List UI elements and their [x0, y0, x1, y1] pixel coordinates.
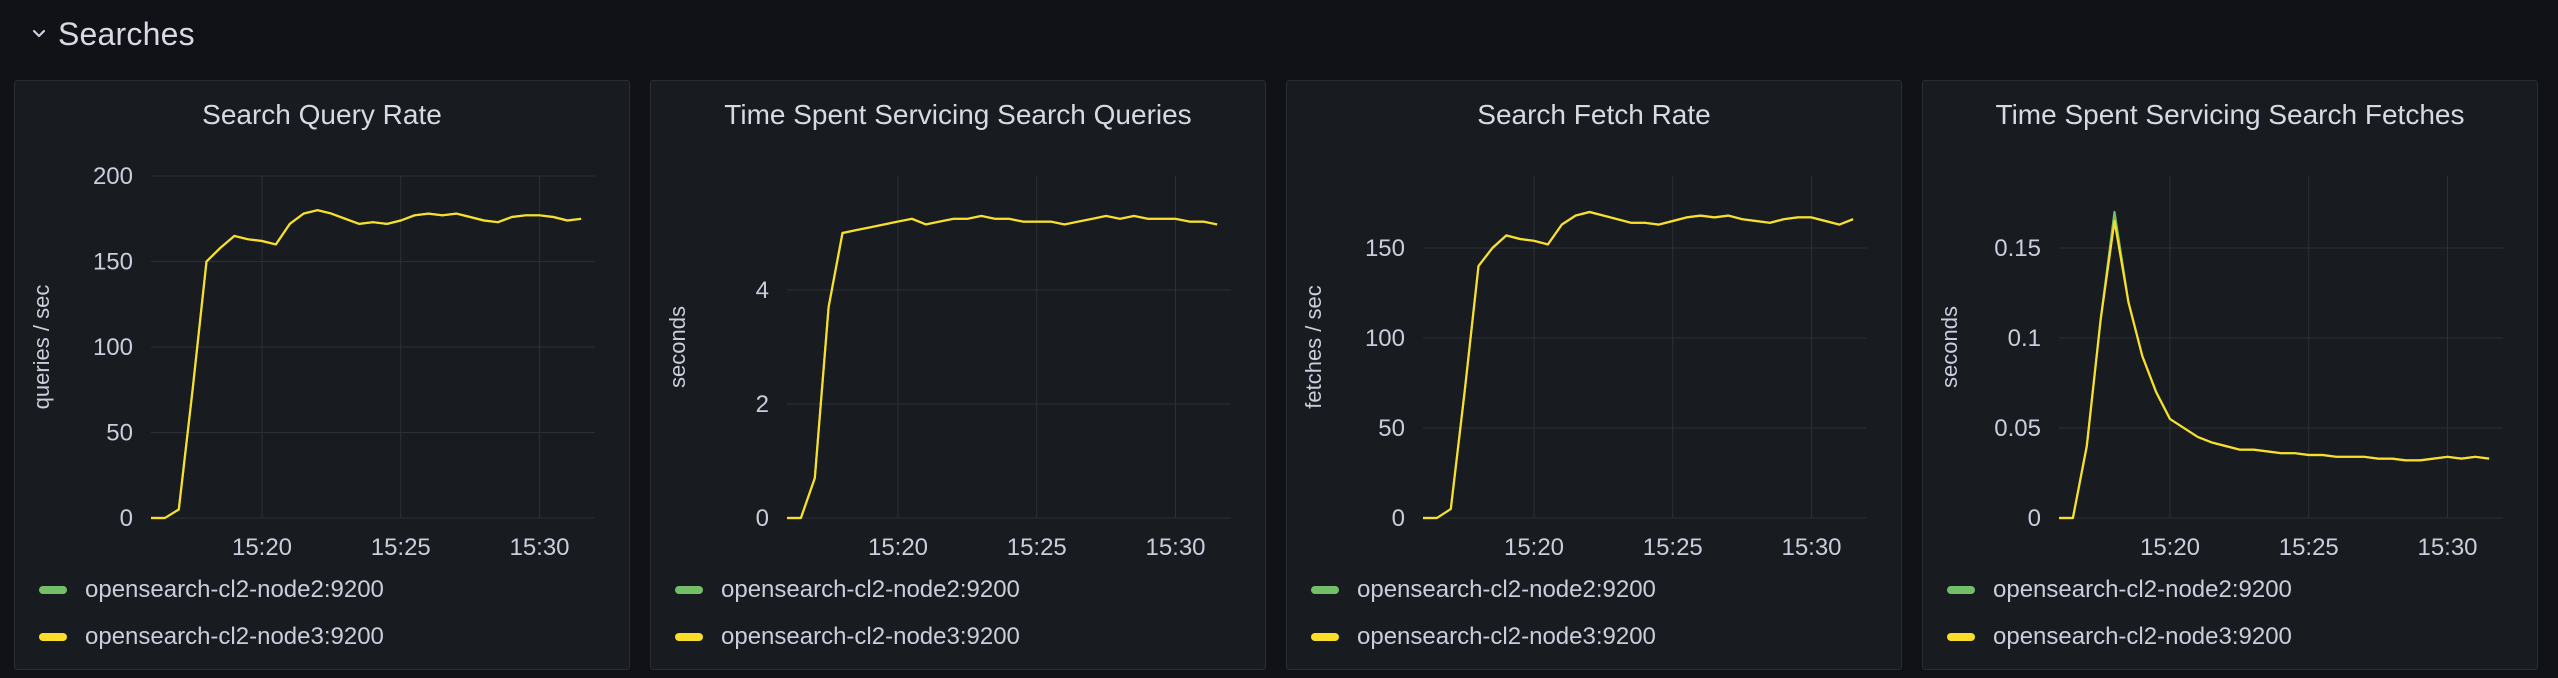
panel-title: Search Query Rate: [202, 99, 442, 130]
y-axis-label: fetches / sec: [1301, 285, 1326, 409]
panel-time-spent-search-queries[interactable]: Time Spent Servicing Search Queries 0 2 4 1…: [650, 80, 1266, 670]
y-tick-label: 100: [93, 334, 133, 361]
legend-label: opensearch-cl2-node2:9200: [1993, 575, 2292, 603]
y-axis-label: queries / sec: [29, 285, 54, 410]
series-line-node2: [151, 209, 582, 520]
x-tick-label: 15:20: [232, 534, 292, 561]
searches-row-header[interactable]: Searches: [30, 14, 195, 54]
row-title: Searches: [58, 15, 195, 52]
series-line-node3: [151, 209, 582, 520]
legend-item-node3[interactable]: opensearch-cl2-node3:9200: [675, 613, 1020, 660]
legend: opensearch-cl2-node2:9200 opensearch-cl2…: [675, 566, 1020, 660]
series-line-node2: [2059, 210, 2490, 520]
y-axis-label: seconds: [1937, 306, 1962, 388]
y-tick-label: 0: [756, 505, 769, 532]
x-tick-label: 15:25: [1007, 534, 1067, 561]
legend-item-node2[interactable]: opensearch-cl2-node2:9200: [1311, 566, 1656, 613]
y-tick-label: 100: [1365, 325, 1405, 352]
y-tick-label: 2: [756, 391, 769, 418]
x-tick-label: 15:25: [2279, 534, 2339, 561]
x-tick-label: 15:25: [1643, 534, 1703, 561]
chart-plot: 0 50 100 150 200 15:20 15:25 15:30 queries / sec: [29, 163, 595, 561]
y-tick-label: 0: [120, 505, 133, 532]
y-tick-label: 0.1: [2008, 325, 2041, 352]
x-tick-label: 15:30: [1145, 534, 1205, 561]
legend-swatch: [39, 632, 67, 641]
legend-swatch: [39, 585, 67, 594]
panel-search-query-rate[interactable]: Search Query Rate 0 50 100 150 200 15:20 15:25…: [14, 80, 630, 670]
legend-swatch: [675, 585, 703, 594]
legend-swatch: [1947, 585, 1975, 594]
series-line-node2: [787, 214, 1218, 520]
x-tick-label: 15:30: [2417, 534, 2477, 561]
x-tick-label: 15:20: [2140, 534, 2200, 561]
legend-label: opensearch-cl2-node3:9200: [1357, 622, 1656, 650]
y-tick-label: 0: [1392, 505, 1405, 532]
chevron-down-icon: [30, 25, 48, 43]
y-tick-label: 50: [1378, 415, 1405, 442]
y-tick-label: 0.15: [1994, 235, 2041, 262]
x-tick-label: 15:30: [509, 534, 569, 561]
series-line-node2: [1423, 210, 1854, 520]
x-tick-label: 15:20: [1504, 534, 1564, 561]
legend-swatch: [1311, 632, 1339, 641]
y-tick-label: 150: [93, 249, 133, 276]
panel-time-spent-search-fetches[interactable]: Time Spent Servicing Search Fetches 0 0.0…: [1922, 80, 2538, 670]
series-line-node3: [2059, 219, 2490, 520]
series-line-node3: [787, 214, 1218, 520]
legend: opensearch-cl2-node2:9200 opensearch-cl2…: [39, 566, 384, 660]
legend: opensearch-cl2-node2:9200 opensearch-cl2…: [1311, 566, 1656, 660]
y-tick-label: 200: [93, 163, 133, 190]
legend-swatch: [675, 632, 703, 641]
legend-label: opensearch-cl2-node2:9200: [1357, 575, 1656, 603]
panel-title: Time Spent Servicing Search Fetches: [1995, 99, 2465, 130]
y-tick-label: 0: [2028, 505, 2041, 532]
x-tick-label: 15:25: [371, 534, 431, 561]
legend-item-node2[interactable]: opensearch-cl2-node2:9200: [675, 566, 1020, 613]
legend-swatch: [1311, 585, 1339, 594]
legend-item-node3[interactable]: opensearch-cl2-node3:9200: [1311, 613, 1656, 660]
legend-label: opensearch-cl2-node3:9200: [721, 622, 1020, 650]
legend-item-node2[interactable]: opensearch-cl2-node2:9200: [1947, 566, 2292, 613]
panel-title: Time Spent Servicing Search Queries: [724, 99, 1192, 130]
panel-title: Search Fetch Rate: [1477, 99, 1711, 130]
legend-label: opensearch-cl2-node3:9200: [1993, 622, 2292, 650]
chart-plot: 0 50 100 150 15:20 15:25 15:30 fetches / sec: [1301, 176, 1867, 561]
legend-swatch: [1947, 632, 1975, 641]
y-tick-label: 0.05: [1994, 415, 2041, 442]
legend: opensearch-cl2-node2:9200 opensearch-cl2…: [1947, 566, 2292, 660]
y-tick-label: 50: [106, 420, 133, 447]
chart-plot: 0 0.05 0.1 0.15 15:20 15:25 15:30 seconds: [1937, 176, 2503, 561]
legend-label: opensearch-cl2-node2:9200: [85, 575, 384, 603]
legend-item-node3[interactable]: opensearch-cl2-node3:9200: [39, 613, 384, 660]
legend-item-node3[interactable]: opensearch-cl2-node3:9200: [1947, 613, 2292, 660]
panel-search-fetch-rate[interactable]: Search Fetch Rate 0 50 100 150 15:20 15:25 15:…: [1286, 80, 1902, 670]
y-tick-label: 150: [1365, 235, 1405, 262]
x-tick-label: 15:20: [868, 534, 928, 561]
legend-label: opensearch-cl2-node2:9200: [721, 575, 1020, 603]
x-tick-label: 15:30: [1781, 534, 1841, 561]
series-line-node3: [1423, 210, 1854, 520]
legend-item-node2[interactable]: opensearch-cl2-node2:9200: [39, 566, 384, 613]
chart-plot: 0 2 4 15:20 15:25 15:30 seconds: [665, 176, 1231, 561]
legend-label: opensearch-cl2-node3:9200: [85, 622, 384, 650]
y-axis-label: seconds: [665, 306, 690, 388]
y-tick-label: 4: [756, 277, 769, 304]
